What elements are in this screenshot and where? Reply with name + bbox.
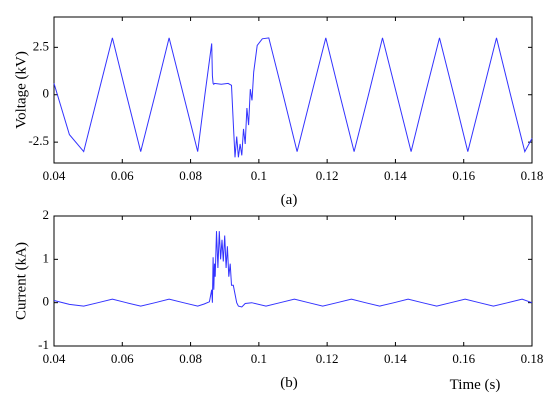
voltage-series-line <box>53 37 533 158</box>
current-x-tick-label: 0.08 <box>179 351 202 366</box>
voltage-x-tick-label: 0.12 <box>316 168 339 183</box>
current-axis-label: Current (kA) <box>13 242 29 320</box>
current-y-tick-label: -1 <box>38 337 49 352</box>
time-axis-label: Time (s) <box>450 377 501 393</box>
current-plot-frame <box>53 215 533 347</box>
current-panel: 0.04 0.06 0.08 0.1 0.12 0.14 0.16 0.18 -1 0 1 2 Cu… <box>13 207 543 393</box>
voltage-x-tick-label: 0.18 <box>521 168 544 183</box>
panel-b-caption: (b) <box>280 375 298 391</box>
current-x-tick-label: 0.12 <box>316 351 339 366</box>
current-x-tick-label: 0.14 <box>384 351 407 366</box>
voltage-x-tick-label: 0.16 <box>452 168 475 183</box>
voltage-x-ticks: 0.04 0.06 0.08 0.1 0.12 0.14 0.16 0.18 <box>43 17 544 183</box>
current-x-tick-label: 0.18 <box>521 351 544 366</box>
current-x-tick-label: 0.06 <box>111 351 134 366</box>
voltage-x-tick-label: 0.08 <box>179 168 202 183</box>
voltage-panel: 0.04 0.06 0.08 0.1 0.12 0.14 0.16 0.18 -2.5 0 2.5… <box>13 16 544 208</box>
voltage-x-tick-label: 0.14 <box>384 168 407 183</box>
voltage-x-tick-label: 0.06 <box>111 168 134 183</box>
voltage-y-tick-label: -2.5 <box>28 133 49 148</box>
panel-a-caption: (a) <box>281 192 298 208</box>
current-y-tick-label: 1 <box>43 250 50 265</box>
current-x-tick-label: 0.04 <box>43 351 66 366</box>
voltage-y-tick-label: 2.5 <box>33 38 49 53</box>
current-y-tick-label: 2 <box>43 207 50 222</box>
voltage-y-ticks: -2.5 0 2.5 <box>28 38 532 148</box>
current-series-line <box>53 231 533 308</box>
current-x-tick-label: 0.1 <box>251 351 267 366</box>
voltage-y-tick-label: 0 <box>43 86 50 101</box>
voltage-x-tick-label: 0.04 <box>43 168 66 183</box>
current-x-tick-label: 0.16 <box>452 351 475 366</box>
current-x-ticks: 0.04 0.06 0.08 0.1 0.12 0.14 0.16 0.18 <box>43 216 544 366</box>
current-y-tick-label: 0 <box>43 294 50 309</box>
voltage-axis-label: Voltage (kV) <box>13 51 29 129</box>
voltage-x-tick-label: 0.1 <box>251 168 267 183</box>
